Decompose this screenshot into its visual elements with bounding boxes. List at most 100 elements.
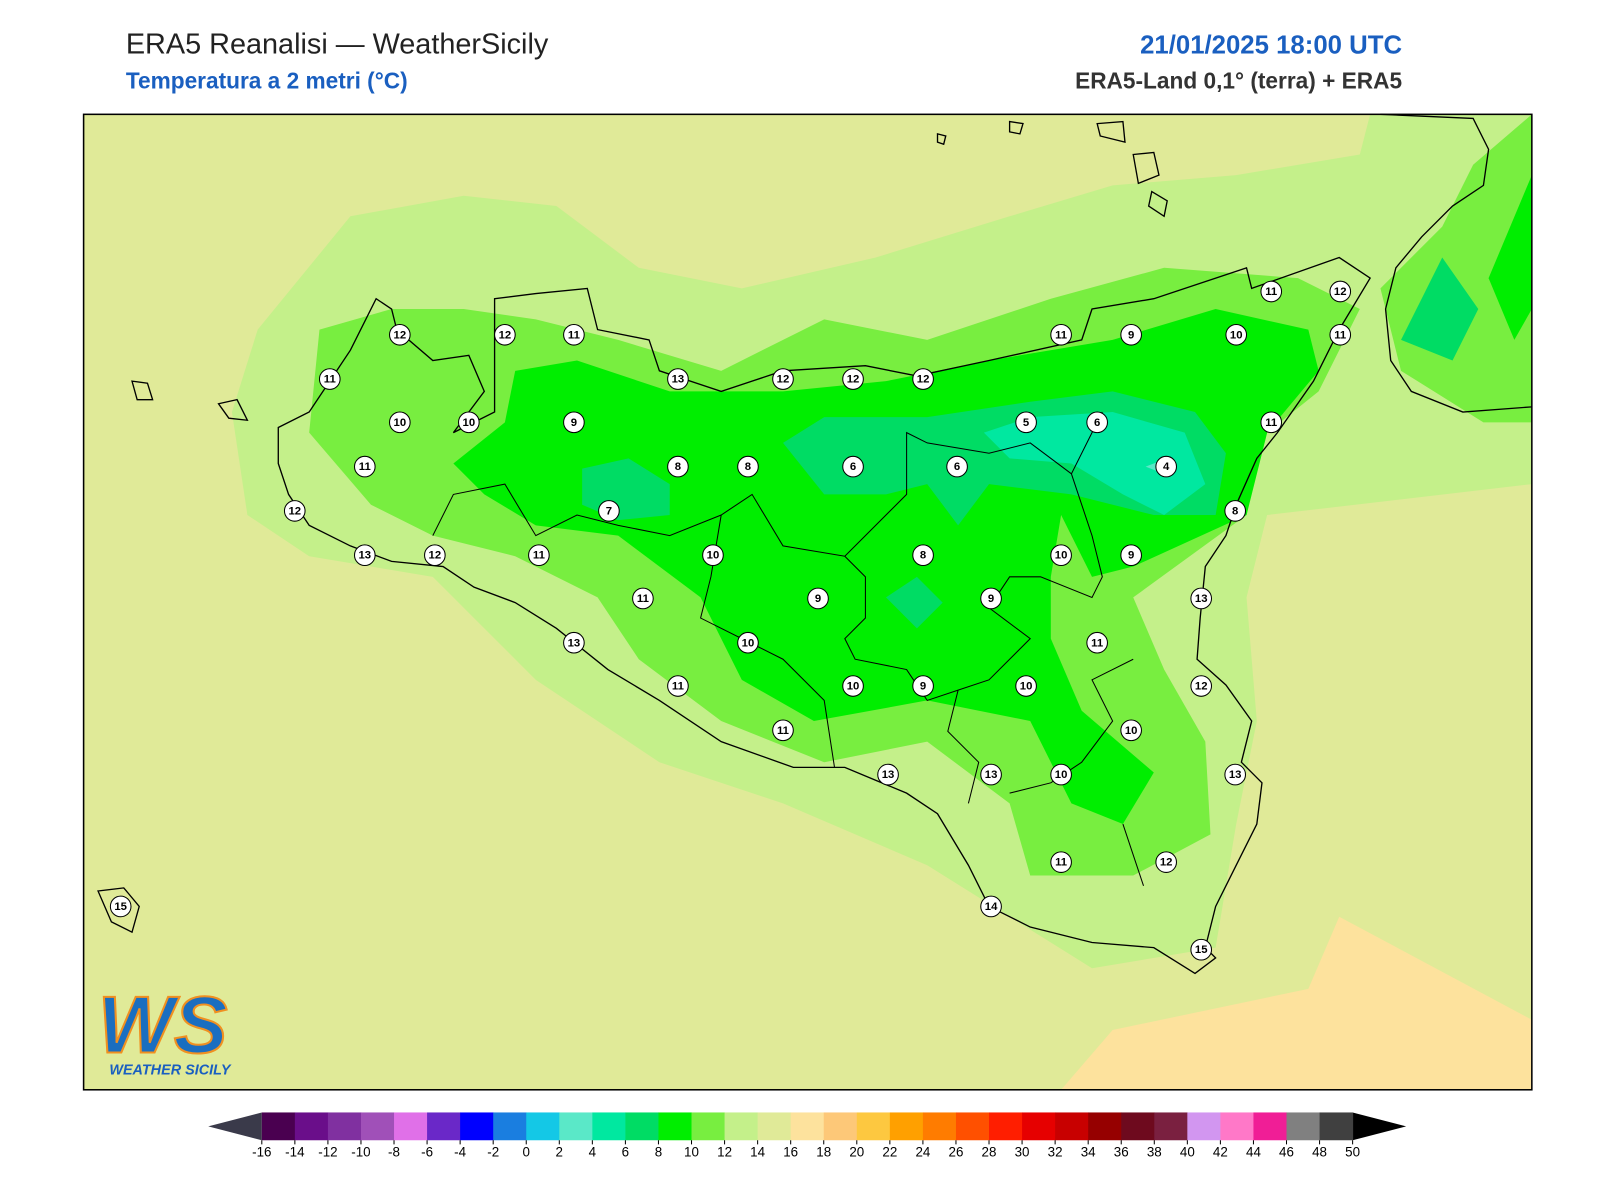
station-value: 15 (1195, 944, 1208, 956)
colorbar-tick-label: 36 (1114, 1145, 1129, 1160)
colorbar-tick-label: -14 (285, 1145, 305, 1160)
station-marker (667, 455, 689, 478)
station-marker (353, 544, 376, 567)
colorbar-swatch (856, 1112, 891, 1141)
colorbar: -16 -14 -12 -10 -8 -6 -4 -2 0 2 4 6 8 10 12 14 16 18 20 22 2… (208, 1112, 1407, 1160)
station-marker (109, 895, 132, 918)
station-marker (1086, 631, 1108, 654)
station-value: 9 (571, 417, 577, 429)
colorbar-swatch (922, 1112, 957, 1141)
colorbar-swatch (294, 1112, 329, 1141)
colorbar-swatch (1253, 1112, 1288, 1141)
logo: WS WEATHER SICILY (97, 980, 232, 1079)
colorbar-tick-label: 22 (882, 1145, 897, 1160)
station-marker (1050, 323, 1072, 346)
station-marker (563, 411, 585, 434)
station-marker (563, 631, 585, 654)
colorbar-swatch (625, 1112, 659, 1141)
station-value: 11 (672, 681, 684, 693)
station-value: 10 (1055, 550, 1068, 562)
station-marker (1260, 280, 1283, 303)
colorbar-swatch (526, 1112, 560, 1141)
station-value: 13 (985, 769, 998, 781)
station-marker (912, 368, 934, 390)
station-value: 8 (745, 461, 751, 473)
station-marker (1224, 500, 1247, 522)
station-marker (772, 719, 794, 742)
colorbar-tick-label: 46 (1279, 1145, 1294, 1160)
colorbar-swatch (559, 1112, 593, 1141)
station-value: 11 (1334, 329, 1346, 341)
station-marker (980, 587, 1002, 610)
station-marker (458, 411, 480, 434)
colorbar-tick-label: 28 (982, 1145, 997, 1160)
station-marker (667, 368, 689, 390)
colorbar-tick-label: -8 (388, 1145, 400, 1160)
station-value: 12 (1160, 857, 1173, 869)
station-value: 9 (1128, 329, 1134, 341)
station-marker (1050, 851, 1072, 873)
station-value: 10 (1055, 769, 1068, 781)
station-marker (842, 455, 864, 478)
station-value: 10 (1020, 681, 1033, 693)
station-marker (667, 675, 689, 697)
station-marker (598, 500, 620, 522)
station-marker (1190, 938, 1213, 961)
station-marker (912, 675, 934, 697)
station-value: 12 (777, 374, 790, 386)
station-value: 11 (637, 593, 649, 605)
colorbar-tick-label: -16 (252, 1145, 271, 1160)
colorbar-under (208, 1112, 262, 1141)
station-marker (1120, 544, 1142, 567)
station-marker (1329, 323, 1352, 346)
colorbar-swatch (327, 1112, 362, 1141)
station-value: 7 (606, 505, 612, 517)
station-marker (353, 455, 376, 478)
station-marker (1329, 280, 1352, 303)
colorbar-tick-label: 2 (556, 1145, 563, 1160)
colorbar-tick-label: 38 (1147, 1145, 1162, 1160)
station-value: 11 (1091, 637, 1103, 649)
station-marker (1260, 411, 1283, 434)
colorbar-swatch (1121, 1112, 1155, 1141)
station-marker (1015, 675, 1037, 697)
station-value: 12 (847, 374, 860, 386)
station-value: 13 (672, 374, 685, 386)
colorbar-tick-label: -2 (487, 1145, 499, 1160)
station-value: 12 (429, 550, 442, 562)
colorbar-tick-label: 4 (589, 1145, 597, 1160)
station-marker (1190, 587, 1213, 610)
colorbar-tick-label: 20 (849, 1145, 864, 1160)
station-marker (1050, 763, 1072, 786)
colorbar-swatch (889, 1112, 924, 1141)
station-value: 10 (1230, 329, 1243, 341)
station-value: 10 (463, 417, 476, 429)
station-value: 13 (882, 769, 895, 781)
station-value: 8 (1232, 505, 1238, 517)
colorbar-tick-label: 14 (750, 1145, 765, 1160)
station-value: 4 (1163, 461, 1170, 473)
colorbar-swatch (823, 1112, 858, 1141)
colorbar-swatch (724, 1112, 759, 1141)
colorbar-tick-label: 24 (915, 1145, 930, 1160)
colorbar-swatch (261, 1112, 296, 1141)
field (83, 114, 1532, 1090)
colorbar-tick-label: -6 (421, 1145, 433, 1160)
colorbar-swatch (427, 1112, 461, 1141)
station-value: 8 (675, 461, 681, 473)
station-marker (1015, 411, 1037, 434)
colorbar-swatch (360, 1112, 395, 1141)
station-value: 6 (1094, 417, 1100, 429)
station-marker (389, 323, 411, 346)
station-marker (980, 763, 1002, 786)
colorbar-tick-label: 26 (949, 1145, 964, 1160)
colorbar-swatch (1088, 1112, 1122, 1141)
colorbar-swatch (691, 1112, 726, 1141)
station-value: 13 (1195, 593, 1208, 605)
station-marker (1086, 411, 1108, 434)
station-marker (772, 368, 794, 390)
station-value: 13 (359, 550, 372, 562)
station-value: 13 (1229, 769, 1242, 781)
colorbar-tick-label: 10 (684, 1145, 699, 1160)
